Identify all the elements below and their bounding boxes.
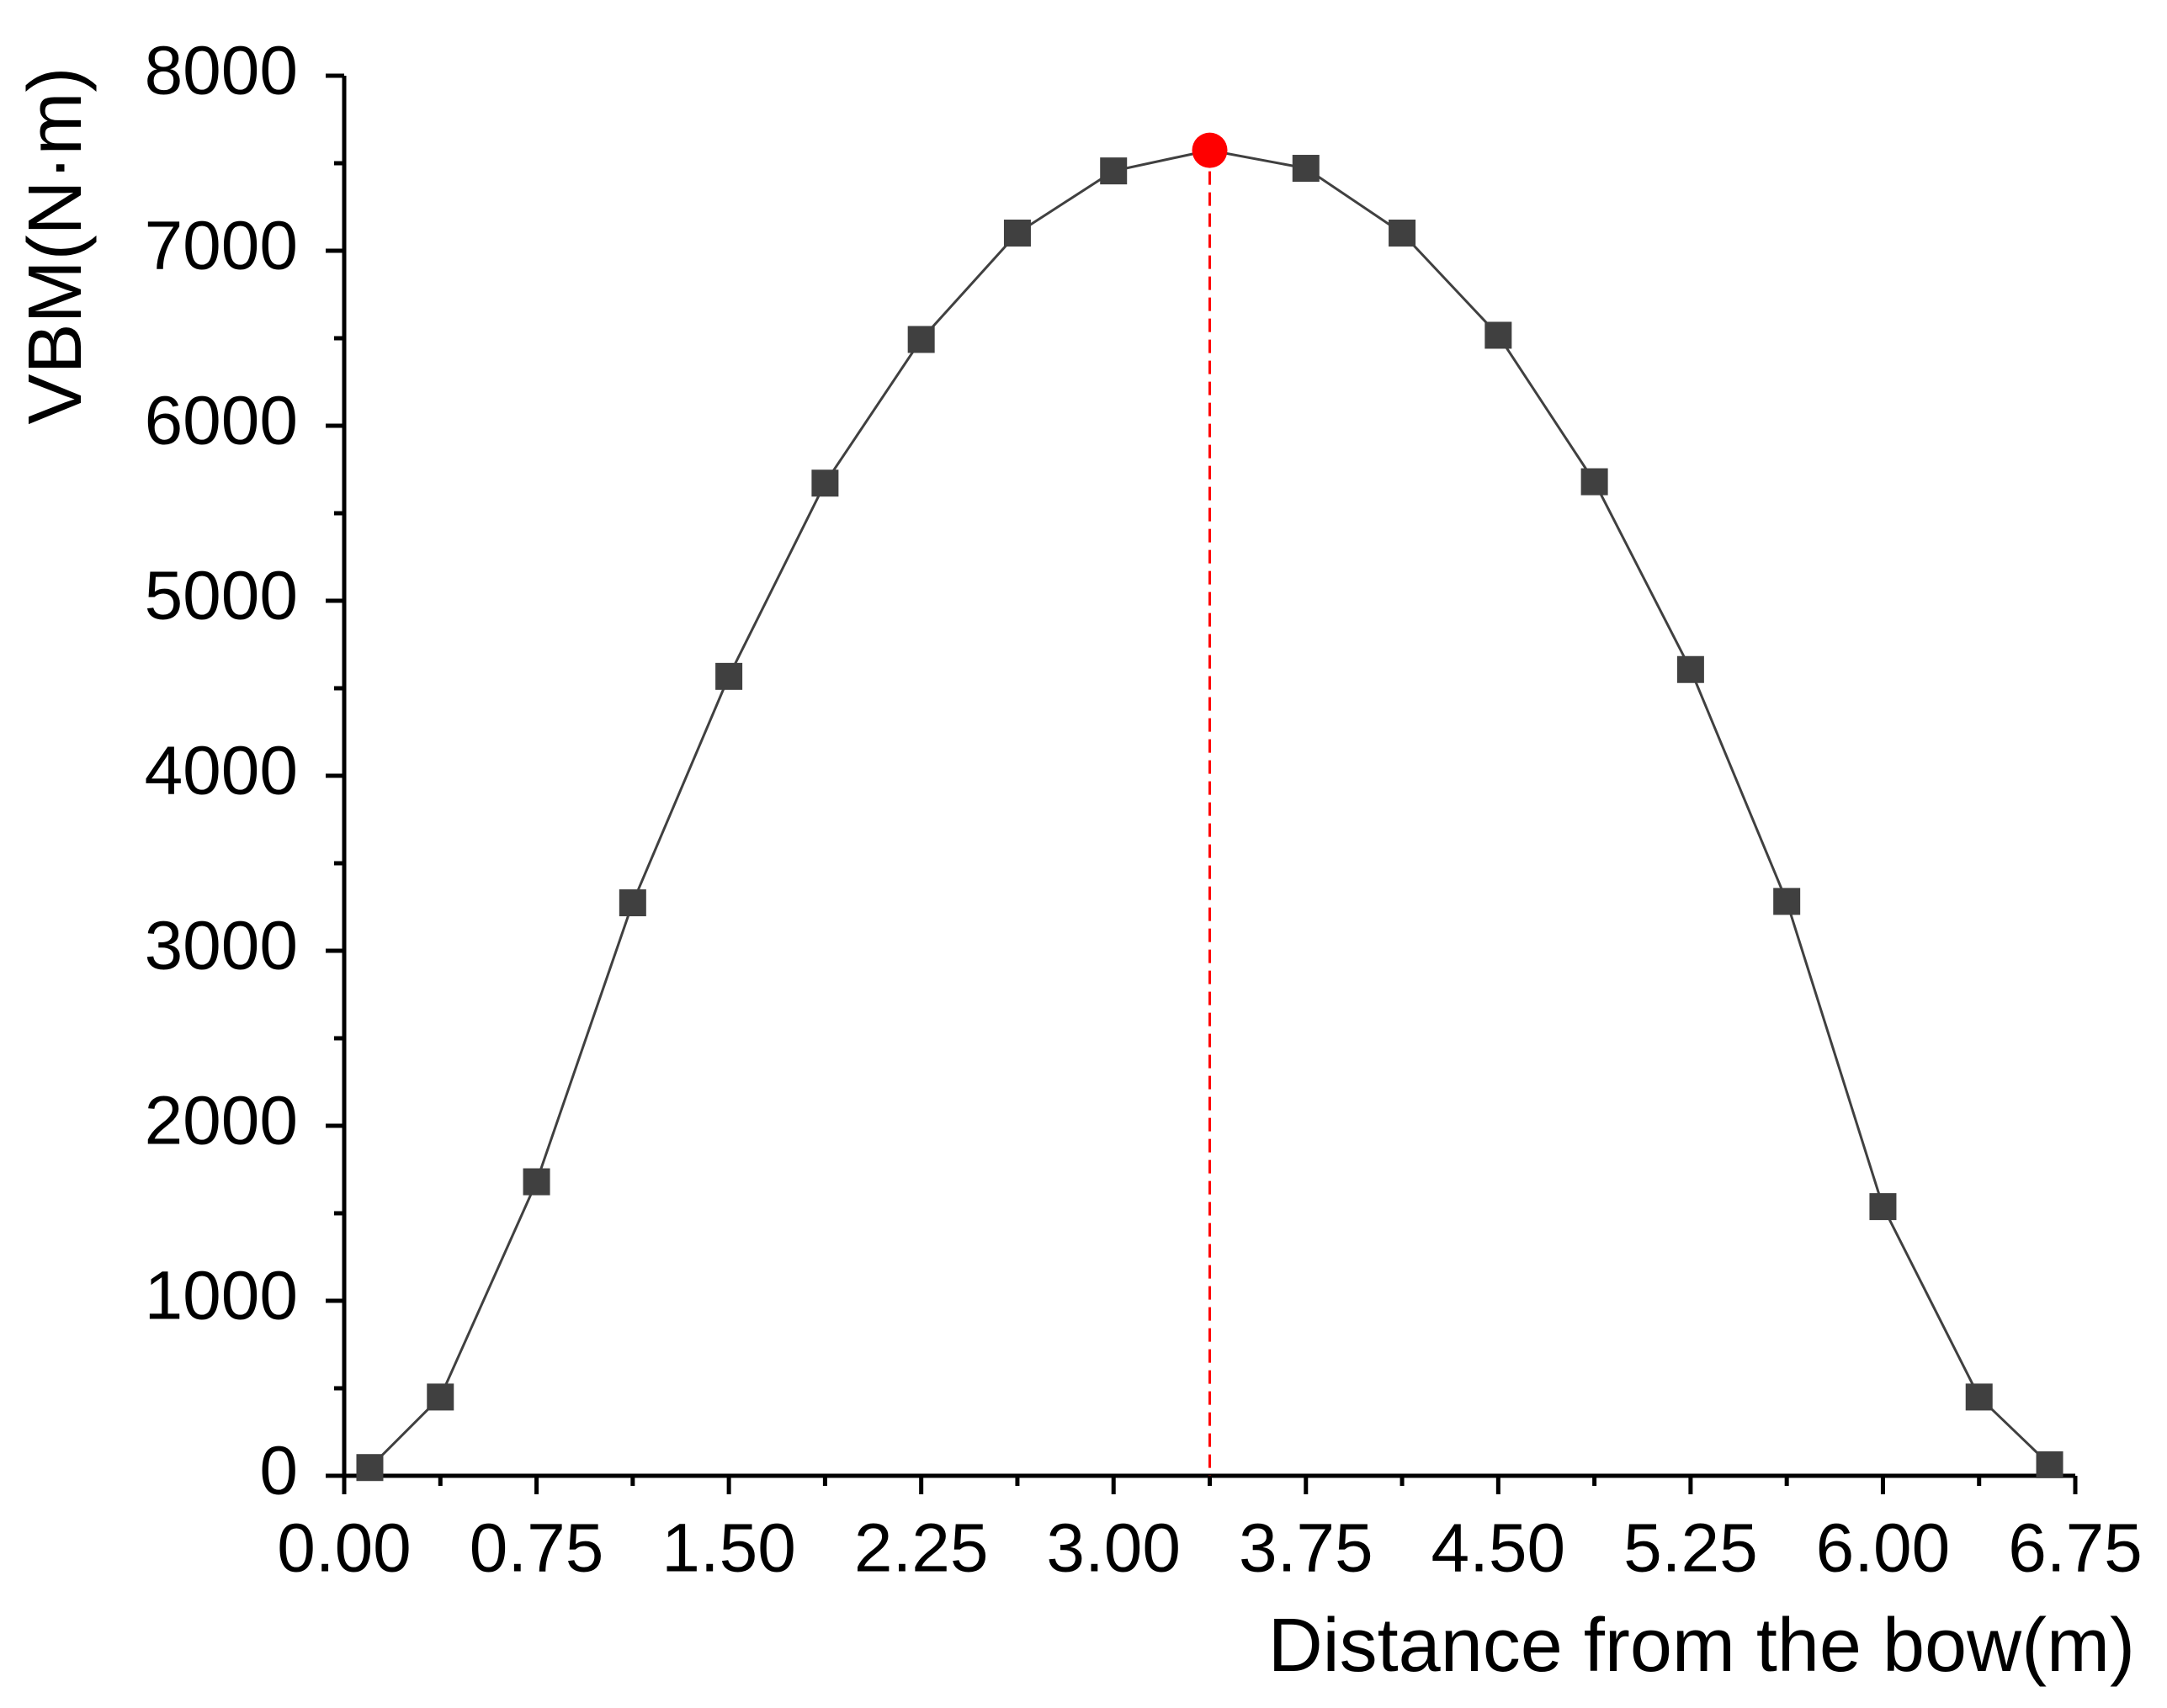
- x-tick-label: 4.50: [1431, 1510, 1566, 1587]
- x-tick-label: 5.25: [1623, 1510, 1758, 1587]
- y-tick-label: 4000: [145, 733, 298, 809]
- data-point: [1869, 1193, 1897, 1221]
- data-point: [619, 889, 646, 917]
- data-point: [1676, 655, 1704, 683]
- y-tick-label: 7000: [145, 208, 298, 284]
- data-point: [1485, 321, 1512, 349]
- data-point: [427, 1383, 454, 1411]
- data-point: [2036, 1451, 2063, 1478]
- x-axis-title: Distance from the bow(m): [1268, 1604, 2135, 1688]
- x-tick-label: 0.00: [277, 1510, 412, 1587]
- data-point: [715, 662, 743, 690]
- data-point: [1003, 219, 1031, 247]
- y-tick-label: 1000: [145, 1258, 298, 1334]
- x-tick-label: 6.00: [1816, 1510, 1951, 1587]
- data-point: [1773, 888, 1801, 915]
- data-point: [1389, 219, 1416, 247]
- x-tick-label: 6.75: [2008, 1510, 2143, 1587]
- y-tick-label: 6000: [145, 383, 298, 459]
- x-tick-label: 3.75: [1239, 1510, 1373, 1587]
- data-point: [1292, 155, 1320, 183]
- data-point: [1580, 468, 1608, 496]
- y-tick-label: 5000: [145, 558, 298, 634]
- data-point: [1965, 1383, 1993, 1411]
- data-point: [907, 326, 935, 353]
- x-tick-label: 0.75: [470, 1510, 604, 1587]
- x-tick-label: 2.25: [854, 1510, 989, 1587]
- y-tick-label: 8000: [145, 33, 298, 109]
- y-axis-title: VBM(N·m): [13, 67, 98, 425]
- y-tick-label: 0: [259, 1433, 298, 1509]
- data-point: [1100, 157, 1128, 185]
- y-tick-label: 2000: [145, 1083, 298, 1159]
- data-point: [811, 469, 839, 497]
- data-point: [523, 1168, 550, 1196]
- x-tick-label: 3.00: [1046, 1510, 1181, 1587]
- data-point: [356, 1454, 384, 1482]
- y-tick-label: 3000: [145, 908, 298, 984]
- highlight-point: [1192, 132, 1228, 168]
- x-tick-label: 1.50: [661, 1510, 796, 1587]
